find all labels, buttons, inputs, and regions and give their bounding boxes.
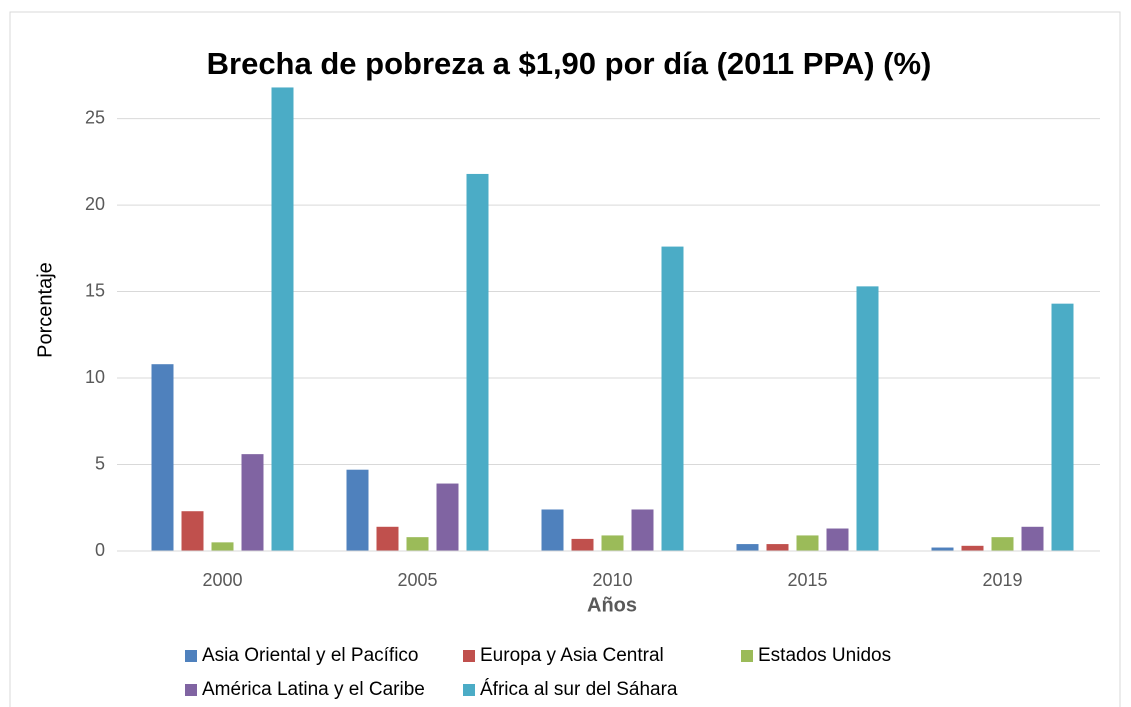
y-tick-label: 10 bbox=[85, 367, 105, 387]
bar bbox=[766, 544, 789, 551]
x-tick-label: 2005 bbox=[397, 570, 437, 590]
legend-label: Estados Unidos bbox=[758, 645, 891, 666]
legend-swatch bbox=[185, 650, 197, 662]
bar bbox=[241, 454, 264, 551]
legend-swatch bbox=[185, 684, 197, 696]
bar bbox=[436, 483, 459, 551]
legend-swatch bbox=[463, 684, 475, 696]
legend-swatch bbox=[463, 650, 475, 662]
bar bbox=[541, 509, 564, 551]
bar bbox=[931, 547, 954, 551]
bar bbox=[1051, 303, 1074, 551]
bar bbox=[601, 535, 624, 551]
bar bbox=[466, 173, 489, 551]
bar bbox=[211, 542, 234, 551]
legend-label: Europa y Asia Central bbox=[480, 645, 664, 666]
bar bbox=[961, 545, 984, 551]
x-tick-label: 2010 bbox=[592, 570, 632, 590]
bar bbox=[991, 537, 1014, 551]
bar bbox=[796, 535, 819, 551]
bar bbox=[826, 528, 849, 551]
x-axis-title: Años bbox=[587, 594, 637, 616]
bar bbox=[661, 246, 684, 551]
legend-swatch bbox=[741, 650, 753, 662]
bar bbox=[631, 509, 654, 551]
bar bbox=[151, 364, 174, 551]
bar bbox=[1021, 526, 1044, 551]
chart-title: Brecha de pobreza a $1,90 por día (2011 … bbox=[207, 46, 932, 81]
y-tick-label: 20 bbox=[85, 194, 105, 214]
y-tick-label: 25 bbox=[85, 107, 105, 127]
bar bbox=[376, 526, 399, 551]
x-tick-label: 2019 bbox=[982, 570, 1022, 590]
bar bbox=[736, 544, 759, 551]
x-tick-label: 2000 bbox=[202, 570, 242, 590]
bar bbox=[346, 469, 369, 551]
bar bbox=[181, 511, 204, 551]
bar bbox=[406, 537, 429, 551]
legend-label: Asia Oriental y el Pacífico bbox=[202, 645, 418, 666]
chart-frame bbox=[9, 11, 1121, 707]
bar bbox=[571, 538, 594, 551]
y-tick-label: 15 bbox=[85, 280, 105, 300]
y-tick-label: 5 bbox=[95, 453, 105, 473]
bar bbox=[271, 87, 294, 551]
legend-label: África al sur del Sáhara bbox=[480, 679, 678, 700]
x-tick-label: 2015 bbox=[787, 570, 827, 590]
y-tick-label: 0 bbox=[95, 540, 105, 560]
legend-label: América Latina y el Caribe bbox=[202, 679, 425, 700]
y-axis-title: Porcentaje bbox=[34, 262, 56, 358]
bar bbox=[856, 286, 879, 551]
